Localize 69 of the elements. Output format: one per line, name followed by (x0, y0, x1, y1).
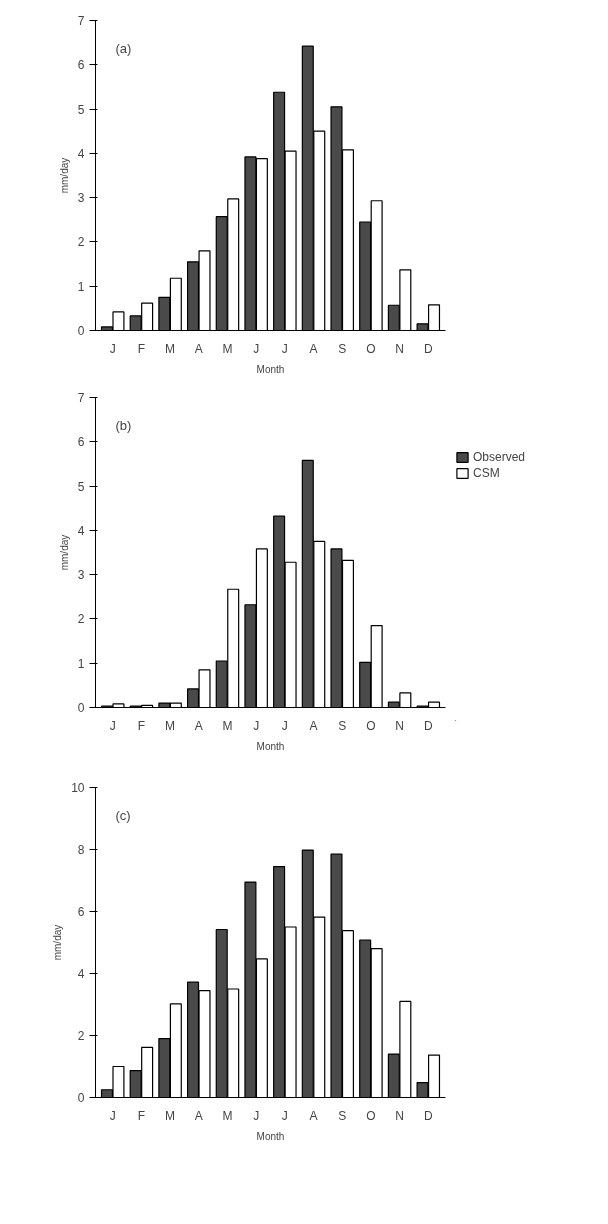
x-tick-label: J (109, 1108, 116, 1123)
x-tick-label: M (222, 341, 233, 356)
y-tick-label: 0 (77, 701, 85, 715)
x-tick-label: J (281, 718, 288, 733)
x-tick-label: A (309, 718, 318, 733)
y-tick-label: 7 (77, 391, 85, 405)
y-tick-label: 3 (77, 568, 85, 583)
y-tick-label: 5 (77, 479, 85, 494)
x-tick-label: S (338, 1108, 347, 1123)
x-tick-label: O (366, 1108, 376, 1123)
y-tick-label: 10 (71, 781, 85, 795)
y-tick-label: 4 (77, 523, 85, 538)
x-tick-label: J (109, 341, 116, 356)
x-tick-label: J (253, 718, 260, 733)
y-axis-title: mm/day (58, 157, 70, 194)
x-tick-label: A (194, 341, 203, 356)
y-tick-label: 6 (77, 905, 85, 919)
x-tick-label: A (309, 1108, 318, 1123)
x-axis-title: Month (256, 363, 285, 375)
x-tick-label: A (194, 1108, 203, 1123)
x-tick-label: J (253, 1108, 260, 1123)
y-tick-label: 2 (77, 235, 85, 250)
y-tick-label: 2 (77, 1029, 85, 1043)
x-tick-label: M (222, 718, 233, 733)
x-axis-title: Month (256, 740, 285, 752)
x-tick-label: O (366, 341, 376, 356)
y-tick-label: 8 (77, 843, 85, 857)
legend-label: Observed (473, 450, 526, 464)
x-tick-label: N (395, 341, 404, 356)
x-tick-label: F (137, 1108, 146, 1123)
x-tick-label: N (395, 718, 404, 733)
y-axis-title: mm/day (58, 534, 70, 571)
x-tick-label: J (253, 341, 260, 356)
x-tick-label: J (281, 341, 288, 356)
x-tick-label: F (137, 341, 146, 356)
y-tick-label: 2 (77, 612, 85, 627)
annotation: (a) (115, 40, 132, 56)
x-tick-label: A (309, 341, 318, 356)
x-tick-label: M (222, 1108, 233, 1123)
y-tick-label: 4 (77, 146, 85, 161)
y-tick-label: 1 (77, 656, 85, 671)
legend-label: CSM (473, 466, 500, 480)
x-tick-label: M (165, 341, 176, 356)
annotation: (c) (115, 807, 131, 823)
x-tick-label: F (137, 718, 146, 733)
y-tick-label: 5 (77, 102, 85, 117)
x-tick-label: S (338, 341, 347, 356)
x-tick-label: D (423, 718, 433, 733)
x-tick-label: D (423, 1108, 433, 1123)
x-tick-label: A (194, 718, 203, 733)
x-tick-label: D (423, 341, 433, 356)
y-tick-label: 4 (77, 967, 85, 981)
annotation: (b) (115, 417, 132, 433)
x-tick-label: O (366, 718, 376, 733)
y-tick-label: 6 (77, 435, 85, 450)
x-axis-title: Month (256, 1130, 285, 1142)
x-tick-label: N (395, 1108, 404, 1123)
x-tick-label: M (165, 718, 176, 733)
x-tick-label: M (165, 1108, 176, 1123)
y-tick-label: 3 (77, 191, 85, 206)
y-tick-label: 6 (77, 58, 85, 73)
x-tick-label: J (109, 718, 116, 733)
y-tick-label: 7 (77, 14, 85, 28)
y-tick-label: 0 (77, 1091, 85, 1105)
x-tick-label: S (338, 718, 347, 733)
x-tick-label: J (281, 1108, 288, 1123)
y-tick-label: 0 (77, 324, 85, 338)
y-axis-title: mm/day (52, 924, 64, 961)
y-tick-label: 1 (77, 279, 85, 294)
